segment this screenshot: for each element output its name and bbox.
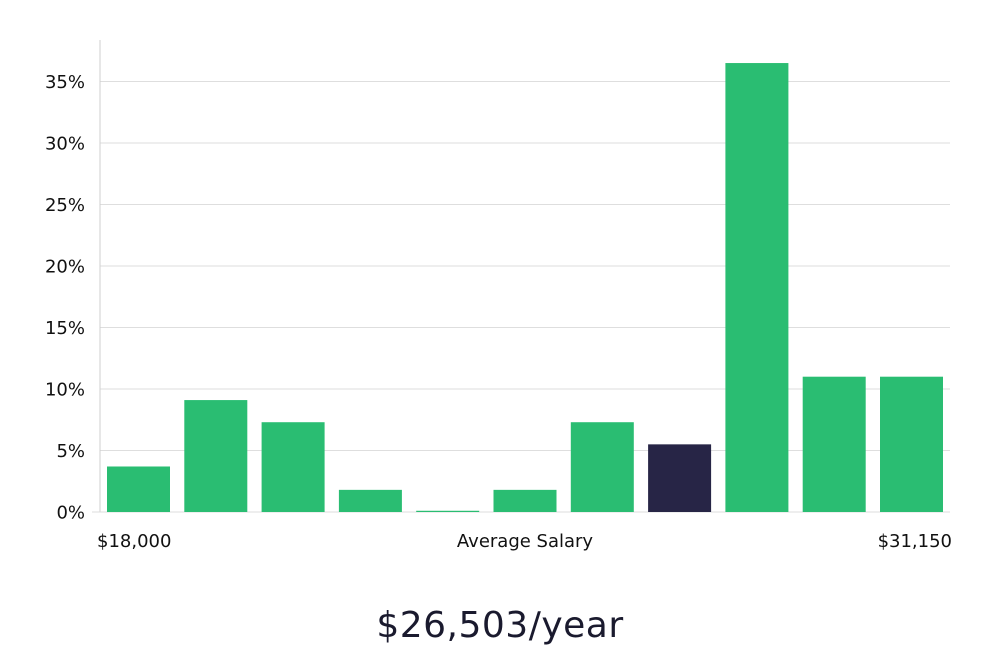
y-tick-label: 10% xyxy=(45,380,85,401)
y-tick-label: 35% xyxy=(45,72,85,93)
y-tick-label: 5% xyxy=(56,441,85,462)
bar xyxy=(725,63,789,513)
bar xyxy=(107,466,170,512)
bar xyxy=(493,489,557,512)
bar xyxy=(880,376,943,512)
y-tick-label: 20% xyxy=(45,257,85,278)
bar xyxy=(570,422,634,512)
bars xyxy=(107,63,943,513)
bar xyxy=(261,422,325,512)
bar xyxy=(416,510,480,512)
y-tick-label: 0% xyxy=(56,503,85,524)
bar xyxy=(338,489,402,512)
y-tick-label: 30% xyxy=(45,134,85,155)
y-tick-label: 25% xyxy=(45,195,85,216)
bar xyxy=(802,376,866,512)
y-tick-label: 15% xyxy=(45,318,85,339)
average-salary-headline: $26,503/year xyxy=(376,605,624,646)
y-axis-tick-labels: 0% 5% 10% 15% 20% 25% 30% 35% xyxy=(45,72,85,524)
bar xyxy=(184,400,248,512)
x-max-label: $31,150 xyxy=(878,531,952,552)
salary-histogram: 0% 5% 10% 15% 20% 25% 30% 35% $18,000 Average S… xyxy=(45,40,952,552)
bar-highlighted xyxy=(648,444,712,512)
gridlines xyxy=(100,81,950,451)
x-axis-title: Average Salary xyxy=(457,531,594,552)
x-min-label: $18,000 xyxy=(97,531,171,552)
